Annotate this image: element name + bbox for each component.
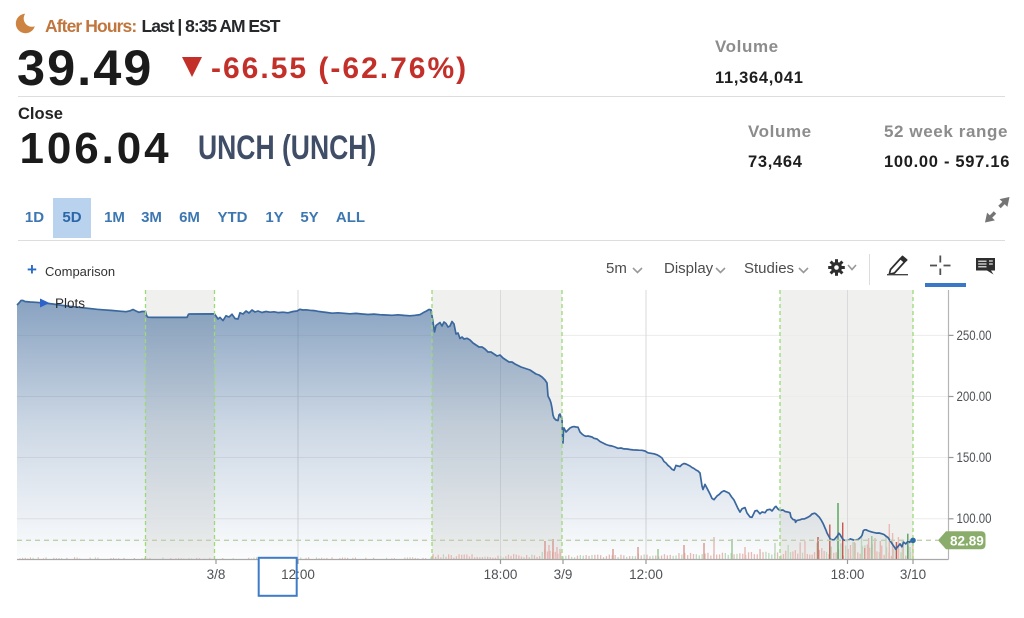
svg-text:150.00: 150.00 bbox=[957, 450, 992, 465]
svg-text:12:00: 12:00 bbox=[629, 567, 663, 582]
svg-text:3/8: 3/8 bbox=[207, 567, 226, 582]
svg-text:Plots: Plots bbox=[55, 296, 85, 311]
svg-text:18:00: 18:00 bbox=[831, 567, 865, 582]
svg-text:3/9: 3/9 bbox=[554, 567, 573, 582]
svg-text:18:00: 18:00 bbox=[484, 567, 518, 582]
svg-text:100.00: 100.00 bbox=[957, 511, 992, 526]
svg-text:82.89: 82.89 bbox=[950, 533, 984, 548]
svg-text:200.00: 200.00 bbox=[957, 389, 992, 404]
svg-text:250.00: 250.00 bbox=[957, 328, 992, 343]
svg-text:3/10: 3/10 bbox=[900, 567, 926, 582]
svg-text:12:00: 12:00 bbox=[281, 567, 315, 582]
